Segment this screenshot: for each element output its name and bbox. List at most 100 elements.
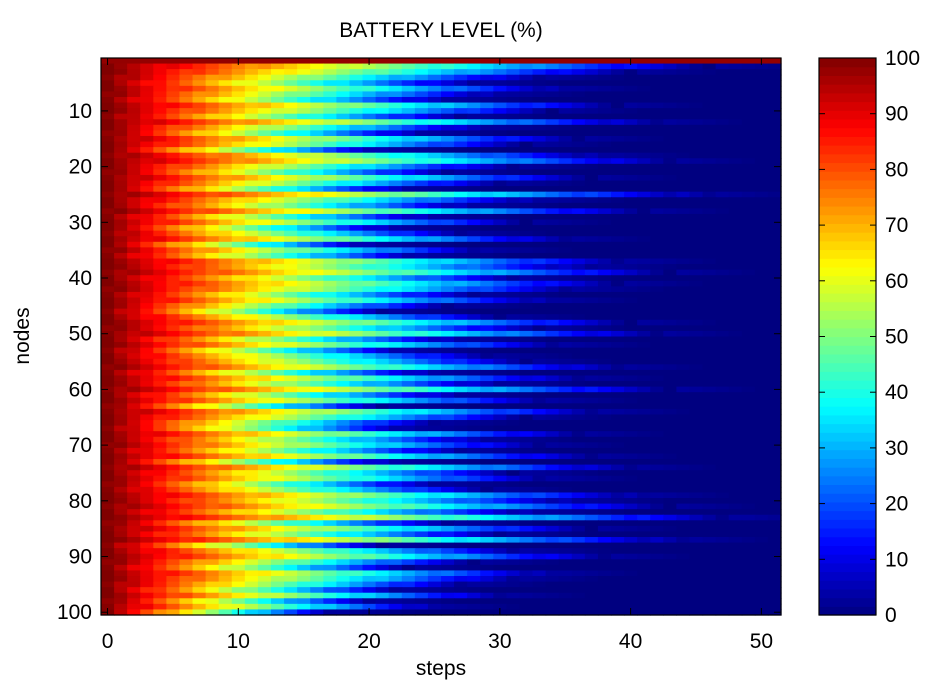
heatmap-cell bbox=[611, 80, 625, 87]
heatmap-cell bbox=[611, 464, 625, 471]
heatmap-cell bbox=[388, 386, 403, 393]
heatmap-cell bbox=[153, 397, 167, 404]
heatmap-cell bbox=[702, 147, 717, 154]
heatmap-cell bbox=[218, 85, 233, 93]
heatmap-cell bbox=[388, 241, 403, 248]
heatmap-cell bbox=[493, 525, 507, 533]
heatmap-cell bbox=[218, 202, 233, 209]
heatmap-cell bbox=[388, 403, 403, 410]
heatmap-cell bbox=[284, 241, 298, 248]
heatmap-cell bbox=[140, 381, 154, 388]
heatmap-cell bbox=[728, 492, 743, 499]
heatmap-cell bbox=[454, 492, 468, 499]
heatmap-cell bbox=[493, 364, 507, 371]
heatmap-cell bbox=[323, 431, 337, 438]
heatmap-cell bbox=[153, 564, 167, 572]
heatmap-cell bbox=[140, 570, 154, 577]
heatmap-cell bbox=[519, 581, 534, 588]
heatmap-cell bbox=[179, 498, 194, 505]
heatmap-cell bbox=[584, 147, 599, 154]
heatmap-cell bbox=[767, 252, 782, 260]
heatmap-cell bbox=[571, 408, 586, 416]
heatmap-cell bbox=[480, 58, 494, 65]
heatmap-cell bbox=[702, 308, 717, 315]
heatmap-cell bbox=[349, 392, 364, 399]
heatmap-cell bbox=[427, 414, 442, 421]
heatmap-cell bbox=[362, 74, 377, 81]
heatmap-cell bbox=[127, 592, 141, 599]
heatmap-cell bbox=[297, 158, 311, 165]
heatmap-cell bbox=[375, 537, 390, 544]
heatmap-cell bbox=[597, 325, 612, 332]
heatmap-cell bbox=[140, 336, 154, 343]
heatmap-cell bbox=[349, 236, 364, 243]
heatmap-cell bbox=[349, 553, 364, 560]
heatmap-cell bbox=[663, 91, 677, 98]
heatmap-cell bbox=[140, 202, 154, 209]
heatmap-cell bbox=[702, 174, 717, 182]
heatmap-cell bbox=[127, 431, 141, 438]
heatmap-cell bbox=[244, 570, 259, 577]
heatmap-cell bbox=[375, 353, 390, 360]
heatmap-cell bbox=[271, 581, 285, 588]
heatmap-cell bbox=[584, 85, 599, 93]
heatmap-cell bbox=[401, 325, 416, 332]
heatmap-cell bbox=[611, 130, 625, 137]
heatmap-cell bbox=[310, 486, 324, 494]
heatmap-cell bbox=[349, 119, 364, 126]
heatmap-cell bbox=[323, 570, 337, 577]
heatmap-cell bbox=[480, 537, 494, 544]
heatmap-cell bbox=[702, 425, 717, 432]
heatmap-cell bbox=[676, 347, 691, 354]
heatmap-cell bbox=[427, 553, 442, 560]
heatmap-cell bbox=[454, 319, 468, 326]
heatmap-cell bbox=[597, 236, 612, 243]
heatmap-cell bbox=[480, 431, 494, 438]
heatmap-cell bbox=[545, 347, 560, 354]
heatmap-cell bbox=[493, 308, 507, 315]
heatmap-cell bbox=[257, 408, 272, 416]
heatmap-cell bbox=[362, 147, 377, 154]
heatmap-cell bbox=[715, 498, 730, 505]
heatmap-cell bbox=[127, 230, 141, 237]
heatmap-cell bbox=[702, 186, 717, 193]
heatmap-cell bbox=[728, 291, 743, 299]
heatmap-cell bbox=[467, 280, 481, 287]
heatmap-cell bbox=[624, 147, 638, 154]
heatmap-cell bbox=[310, 258, 324, 265]
heatmap-cell bbox=[532, 258, 547, 265]
heatmap-cell bbox=[375, 186, 390, 193]
heatmap-cell bbox=[558, 375, 573, 382]
heatmap-cell bbox=[231, 63, 246, 70]
heatmap-cell bbox=[257, 559, 272, 566]
heatmap-cell bbox=[597, 308, 612, 315]
heatmap-cell bbox=[715, 514, 730, 521]
heatmap-cell bbox=[323, 548, 337, 555]
heatmap-cell bbox=[741, 520, 756, 527]
heatmap-cell bbox=[467, 425, 481, 432]
heatmap-cell bbox=[767, 69, 782, 76]
heatmap-cell bbox=[401, 548, 416, 555]
heatmap-cell bbox=[584, 269, 599, 276]
heatmap-cell bbox=[257, 353, 272, 360]
heatmap-cell bbox=[441, 174, 455, 182]
heatmap-cell bbox=[767, 230, 782, 237]
heatmap-cell bbox=[454, 537, 468, 544]
heatmap-cell bbox=[244, 219, 259, 226]
heatmap-cell bbox=[179, 124, 194, 132]
heatmap-cell bbox=[323, 102, 337, 109]
heatmap-cell bbox=[244, 119, 259, 126]
heatmap-cell bbox=[362, 542, 377, 549]
heatmap-cell bbox=[271, 180, 285, 187]
heatmap-cell bbox=[127, 509, 141, 516]
heatmap-cell bbox=[349, 275, 364, 282]
heatmap-cell bbox=[362, 364, 377, 371]
heatmap-cell bbox=[480, 408, 494, 416]
heatmap-cell bbox=[532, 564, 547, 572]
heatmap-cell bbox=[545, 353, 560, 360]
heatmap-cell bbox=[584, 202, 599, 209]
heatmap-cell bbox=[637, 219, 651, 226]
heatmap-cell bbox=[597, 420, 612, 427]
heatmap-cell bbox=[663, 425, 677, 432]
heatmap-cell bbox=[310, 431, 324, 438]
